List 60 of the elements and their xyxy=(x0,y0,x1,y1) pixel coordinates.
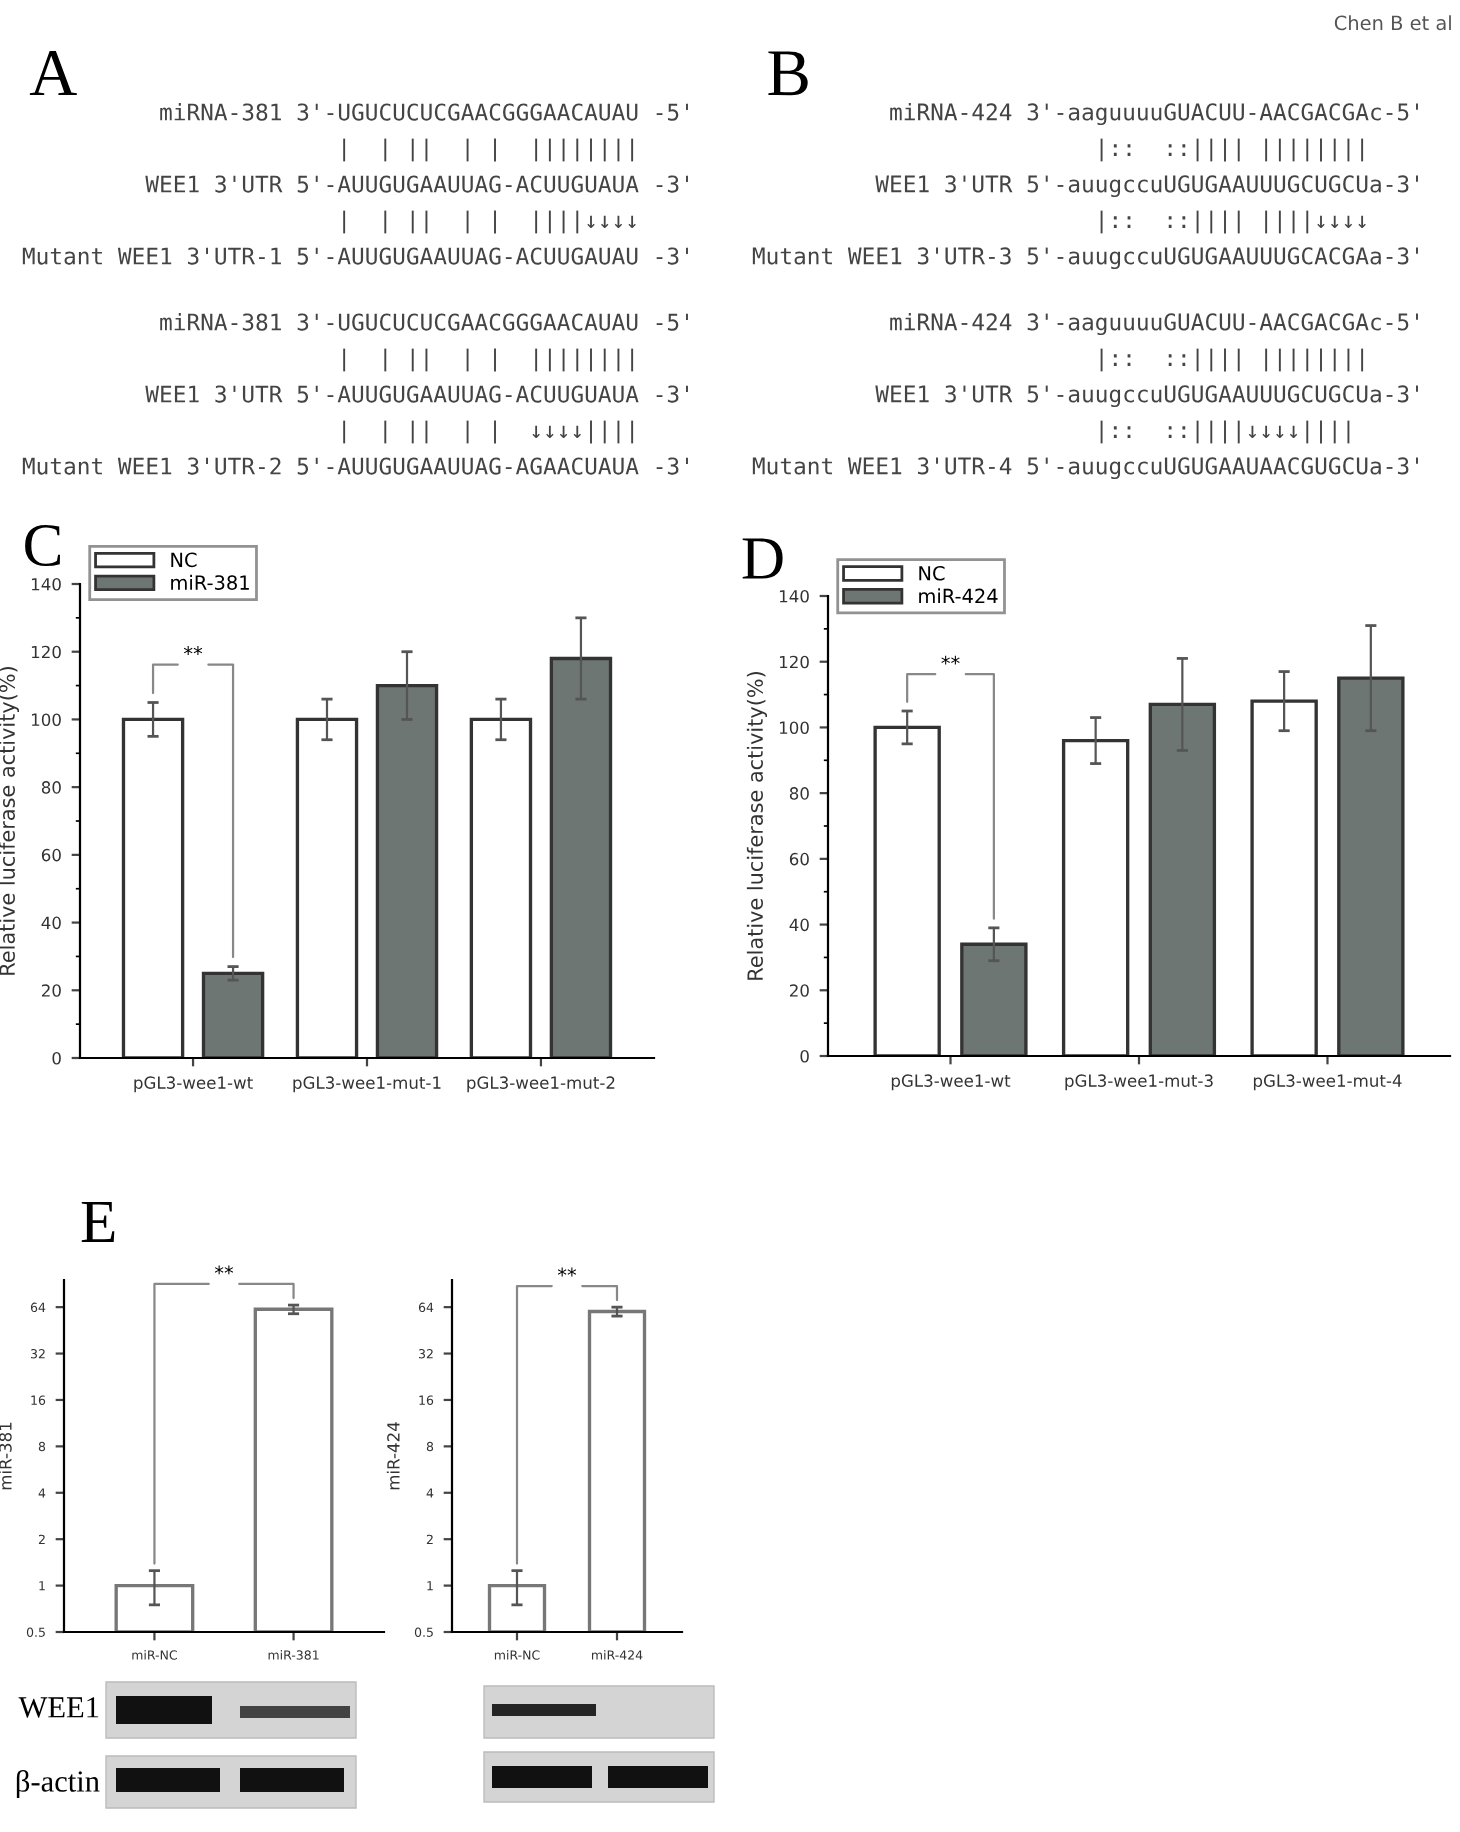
text: | | || | | ↓↓↓↓|||| xyxy=(343,420,634,444)
x-tick-label: pGL3-wee1-mut-2 xyxy=(467,1076,615,1093)
y-tick-label: 140 xyxy=(779,589,809,603)
y-tick-label: 40 xyxy=(789,918,809,932)
chart-title: D xyxy=(742,538,783,579)
text: miRNA-381 3'-UGUCUCUCGAACGGGAACAUAU -5' xyxy=(160,103,688,121)
x-tick-label: pGL3-wee1-wt xyxy=(134,1076,253,1093)
legend-label: NC xyxy=(919,565,945,581)
text: |:: ::|||| |||||||| xyxy=(1100,138,1364,162)
y-tick-label: 40 xyxy=(41,916,61,930)
y-tick-label: 20 xyxy=(41,984,61,997)
text: WEE1 3'UTR 5'-auugccuUGUGAAUUUGCUGCUa-3' xyxy=(875,385,1418,408)
y-tick-label: 60 xyxy=(789,852,809,866)
text: Mutant WEE1 3'UTR-2 5'-AUUGUGAAUUAG-AGAACUAUA -3' xyxy=(22,457,688,475)
text: WEE1 3'UTR 5'-AUUGUGAAUUAG-ACUUGUAUA -3' xyxy=(145,385,688,403)
text: Mutant WEE1 3'UTR-1 5'-AUUGUGAAUUAG-ACUUGAUAU -3' xyxy=(22,247,688,265)
text: A xyxy=(29,51,77,96)
text: miRNA-381 3'-UGUCUCUCGAACGGGAACAUAU -5' xyxy=(160,313,688,331)
text: WEE1 xyxy=(18,1697,99,1718)
annotation: ** xyxy=(214,1265,234,1275)
text: | | || | | |||||||| xyxy=(343,348,634,372)
chart-title: C xyxy=(25,525,60,567)
text: Chen B et al xyxy=(1334,15,1451,31)
chart-title: E xyxy=(81,1201,115,1242)
legend-label: NC xyxy=(171,552,197,568)
y-axis-title: Relative luciferase activity(%) xyxy=(746,672,768,980)
text: WEE1 3'UTR 5'-AUUGUGAAUUAG-ACUUGUAUA -3' xyxy=(145,175,688,193)
x-tick-label: pGL3-wee1-mut-3 xyxy=(1065,1074,1213,1091)
x-tick-label: pGL3-wee1-mut-1 xyxy=(293,1076,441,1093)
text: miRNA-424 3'-aaguuuuGUACUU-AACGACGAc-5' xyxy=(890,312,1418,336)
annotation: ** xyxy=(557,1267,577,1277)
legend-label: miR-381 xyxy=(171,574,249,590)
text: miRNA-424 3'-aaguuuuGUACUU-AACGACGAc-5' xyxy=(890,102,1418,126)
text: |:: ::|||| |||||||| xyxy=(1100,348,1364,372)
y-axis-title: miR-424 xyxy=(386,1422,400,1490)
y-tick-label: 60 xyxy=(41,848,61,862)
text: |:: ::|||| ||||↓↓↓↓ xyxy=(1100,210,1366,234)
text: β-actin xyxy=(16,1769,100,1799)
y-tick-label: 0 xyxy=(800,1049,809,1063)
annotation: ** xyxy=(183,646,203,655)
y-tick-label: 20 xyxy=(789,984,809,997)
y-tick-label: 120 xyxy=(779,655,809,669)
text: Mutant WEE1 3'UTR-3 5'-auugccuUGUGAAUUUGCACGAa-3' xyxy=(752,247,1418,270)
x-tick-label: pGL3-wee1-mut-4 xyxy=(1253,1074,1402,1091)
text: Mutant WEE1 3'UTR-4 5'-auugccuUGUGAAUAACGUGCUa-3' xyxy=(752,457,1418,480)
text: | | || | | |||||||| xyxy=(343,138,634,162)
y-tick-label: 120 xyxy=(31,645,61,659)
y-tick-label: 0 xyxy=(52,1051,61,1065)
text: |:: ::||||↓↓↓↓|||| xyxy=(1100,420,1350,444)
y-tick-label: 80 xyxy=(41,781,61,794)
text: | | || | | ||||↓↓↓↓ xyxy=(343,210,636,234)
y-tick-label: 140 xyxy=(31,577,61,591)
legend-label: miR-424 xyxy=(919,588,998,604)
x-tick-label: pGL3-wee1-wt xyxy=(891,1074,1011,1091)
text: B xyxy=(768,51,808,96)
text: WEE1 3'UTR 5'-auugccuUGUGAAUUUGCUGCUa-3' xyxy=(875,175,1418,198)
y-tick-label: 100 xyxy=(31,713,61,726)
y-tick-label: 80 xyxy=(789,787,809,800)
annotation: ** xyxy=(941,655,960,665)
y-tick-label: 100 xyxy=(779,721,809,734)
